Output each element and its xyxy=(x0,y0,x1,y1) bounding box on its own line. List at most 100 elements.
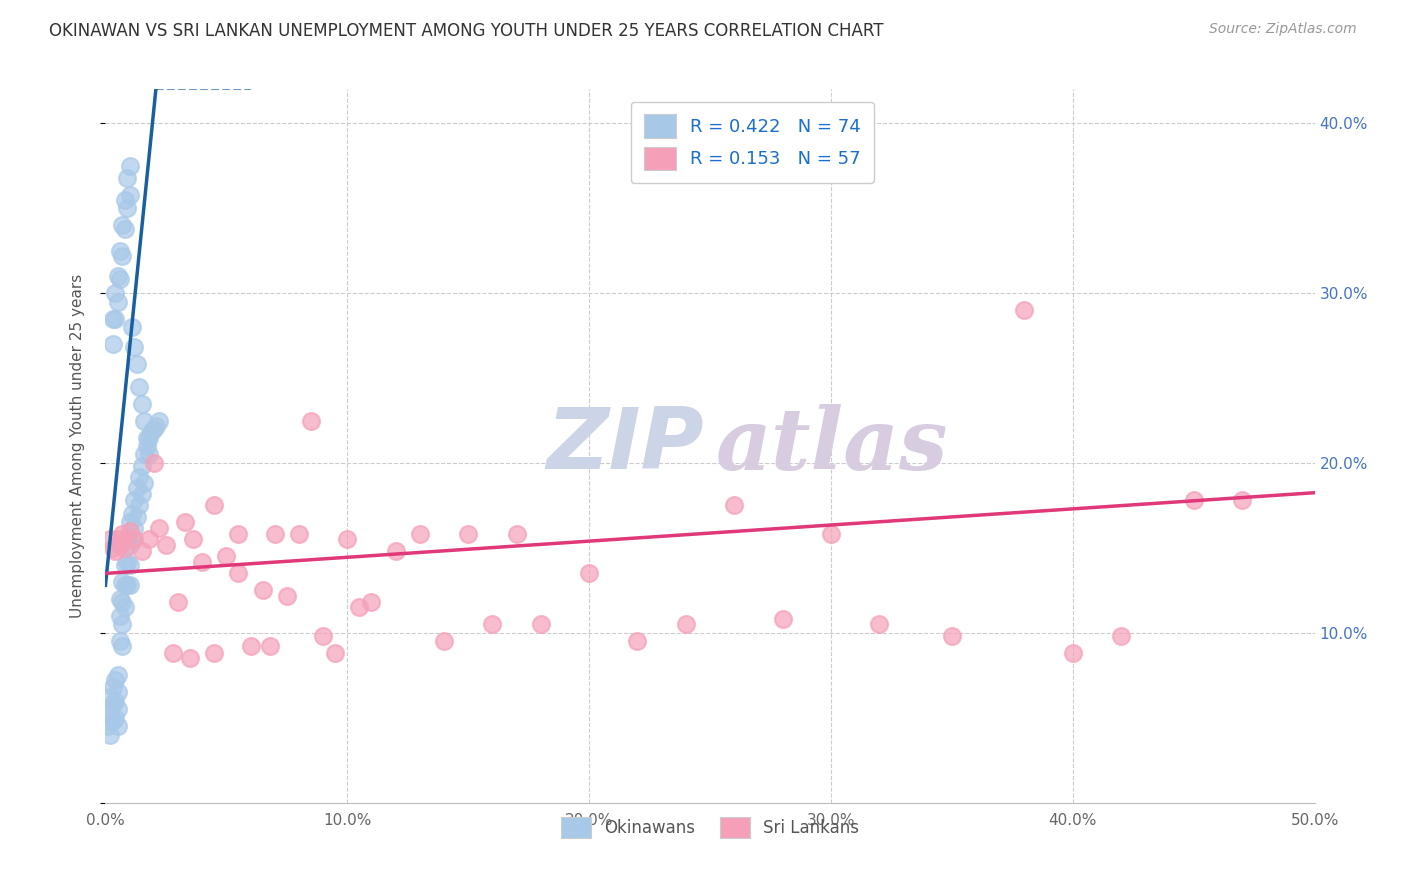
Point xyxy=(114,600,136,615)
Point xyxy=(578,566,600,581)
Point xyxy=(108,244,131,258)
Point xyxy=(481,617,503,632)
Point xyxy=(131,459,153,474)
Point xyxy=(138,533,160,547)
Point xyxy=(115,533,138,547)
Point xyxy=(128,469,150,483)
Point xyxy=(1109,629,1132,643)
Point xyxy=(114,193,136,207)
Point xyxy=(336,533,359,547)
Point xyxy=(104,544,127,558)
Point xyxy=(124,520,146,534)
Point xyxy=(124,493,146,508)
Point xyxy=(1230,493,1253,508)
Legend: Okinawans, Sri Lankans: Okinawans, Sri Lankans xyxy=(551,806,869,848)
Point xyxy=(118,159,141,173)
Point xyxy=(121,533,143,547)
Text: atlas: atlas xyxy=(716,404,949,488)
Point xyxy=(111,617,134,632)
Point xyxy=(108,591,131,606)
Point xyxy=(723,499,745,513)
Point xyxy=(111,527,134,541)
Point xyxy=(124,341,146,355)
Point xyxy=(101,541,124,555)
Point xyxy=(101,698,124,712)
Point xyxy=(131,396,153,410)
Point xyxy=(125,482,148,496)
Point xyxy=(111,574,134,589)
Point xyxy=(97,719,120,733)
Point xyxy=(457,527,479,541)
Point xyxy=(108,608,131,623)
Point xyxy=(104,711,127,725)
Point xyxy=(135,439,157,453)
Point xyxy=(675,617,697,632)
Point xyxy=(433,634,456,648)
Point xyxy=(202,499,225,513)
Point xyxy=(108,634,131,648)
Point xyxy=(148,520,170,534)
Point xyxy=(276,589,298,603)
Point xyxy=(111,218,134,232)
Point xyxy=(98,533,121,547)
Point xyxy=(118,516,141,530)
Point xyxy=(115,578,138,592)
Point xyxy=(101,311,124,326)
Point xyxy=(107,668,129,682)
Point xyxy=(772,612,794,626)
Point xyxy=(299,413,322,427)
Point xyxy=(135,430,157,444)
Point xyxy=(167,595,190,609)
Point xyxy=(138,430,160,444)
Point xyxy=(360,595,382,609)
Point xyxy=(114,541,136,555)
Point xyxy=(114,558,136,572)
Point xyxy=(107,269,129,284)
Point xyxy=(108,537,131,551)
Point xyxy=(97,702,120,716)
Point xyxy=(349,600,371,615)
Point xyxy=(215,549,238,564)
Point xyxy=(114,578,136,592)
Point xyxy=(111,249,134,263)
Point xyxy=(101,337,124,351)
Point xyxy=(288,527,311,541)
Point xyxy=(868,617,890,632)
Point xyxy=(128,499,150,513)
Point xyxy=(124,533,146,547)
Point xyxy=(131,544,153,558)
Y-axis label: Unemployment Among Youth under 25 years: Unemployment Among Youth under 25 years xyxy=(70,274,84,618)
Point xyxy=(202,646,225,660)
Point xyxy=(228,527,250,541)
Point xyxy=(115,201,138,215)
Point xyxy=(259,640,281,654)
Point xyxy=(98,711,121,725)
Point xyxy=(384,544,406,558)
Text: OKINAWAN VS SRI LANKAN UNEMPLOYMENT AMONG YOUTH UNDER 25 YEARS CORRELATION CHART: OKINAWAN VS SRI LANKAN UNEMPLOYMENT AMON… xyxy=(49,22,884,40)
Point xyxy=(155,537,177,551)
Point xyxy=(111,640,134,654)
Point xyxy=(121,507,143,521)
Point xyxy=(530,617,553,632)
Point xyxy=(108,272,131,286)
Point xyxy=(104,694,127,708)
Point xyxy=(134,413,156,427)
Text: Source: ZipAtlas.com: Source: ZipAtlas.com xyxy=(1209,22,1357,37)
Point xyxy=(118,524,141,538)
Point xyxy=(820,527,842,541)
Point xyxy=(115,170,138,185)
Point xyxy=(104,286,127,301)
Point xyxy=(104,311,127,326)
Point xyxy=(174,516,197,530)
Point xyxy=(118,187,141,202)
Point xyxy=(179,651,201,665)
Point xyxy=(118,558,141,572)
Point xyxy=(323,646,346,660)
Point xyxy=(252,583,274,598)
Point xyxy=(409,527,432,541)
Point xyxy=(626,634,648,648)
Point xyxy=(114,221,136,235)
Point xyxy=(101,714,124,729)
Point xyxy=(239,640,262,654)
Point xyxy=(145,418,167,433)
